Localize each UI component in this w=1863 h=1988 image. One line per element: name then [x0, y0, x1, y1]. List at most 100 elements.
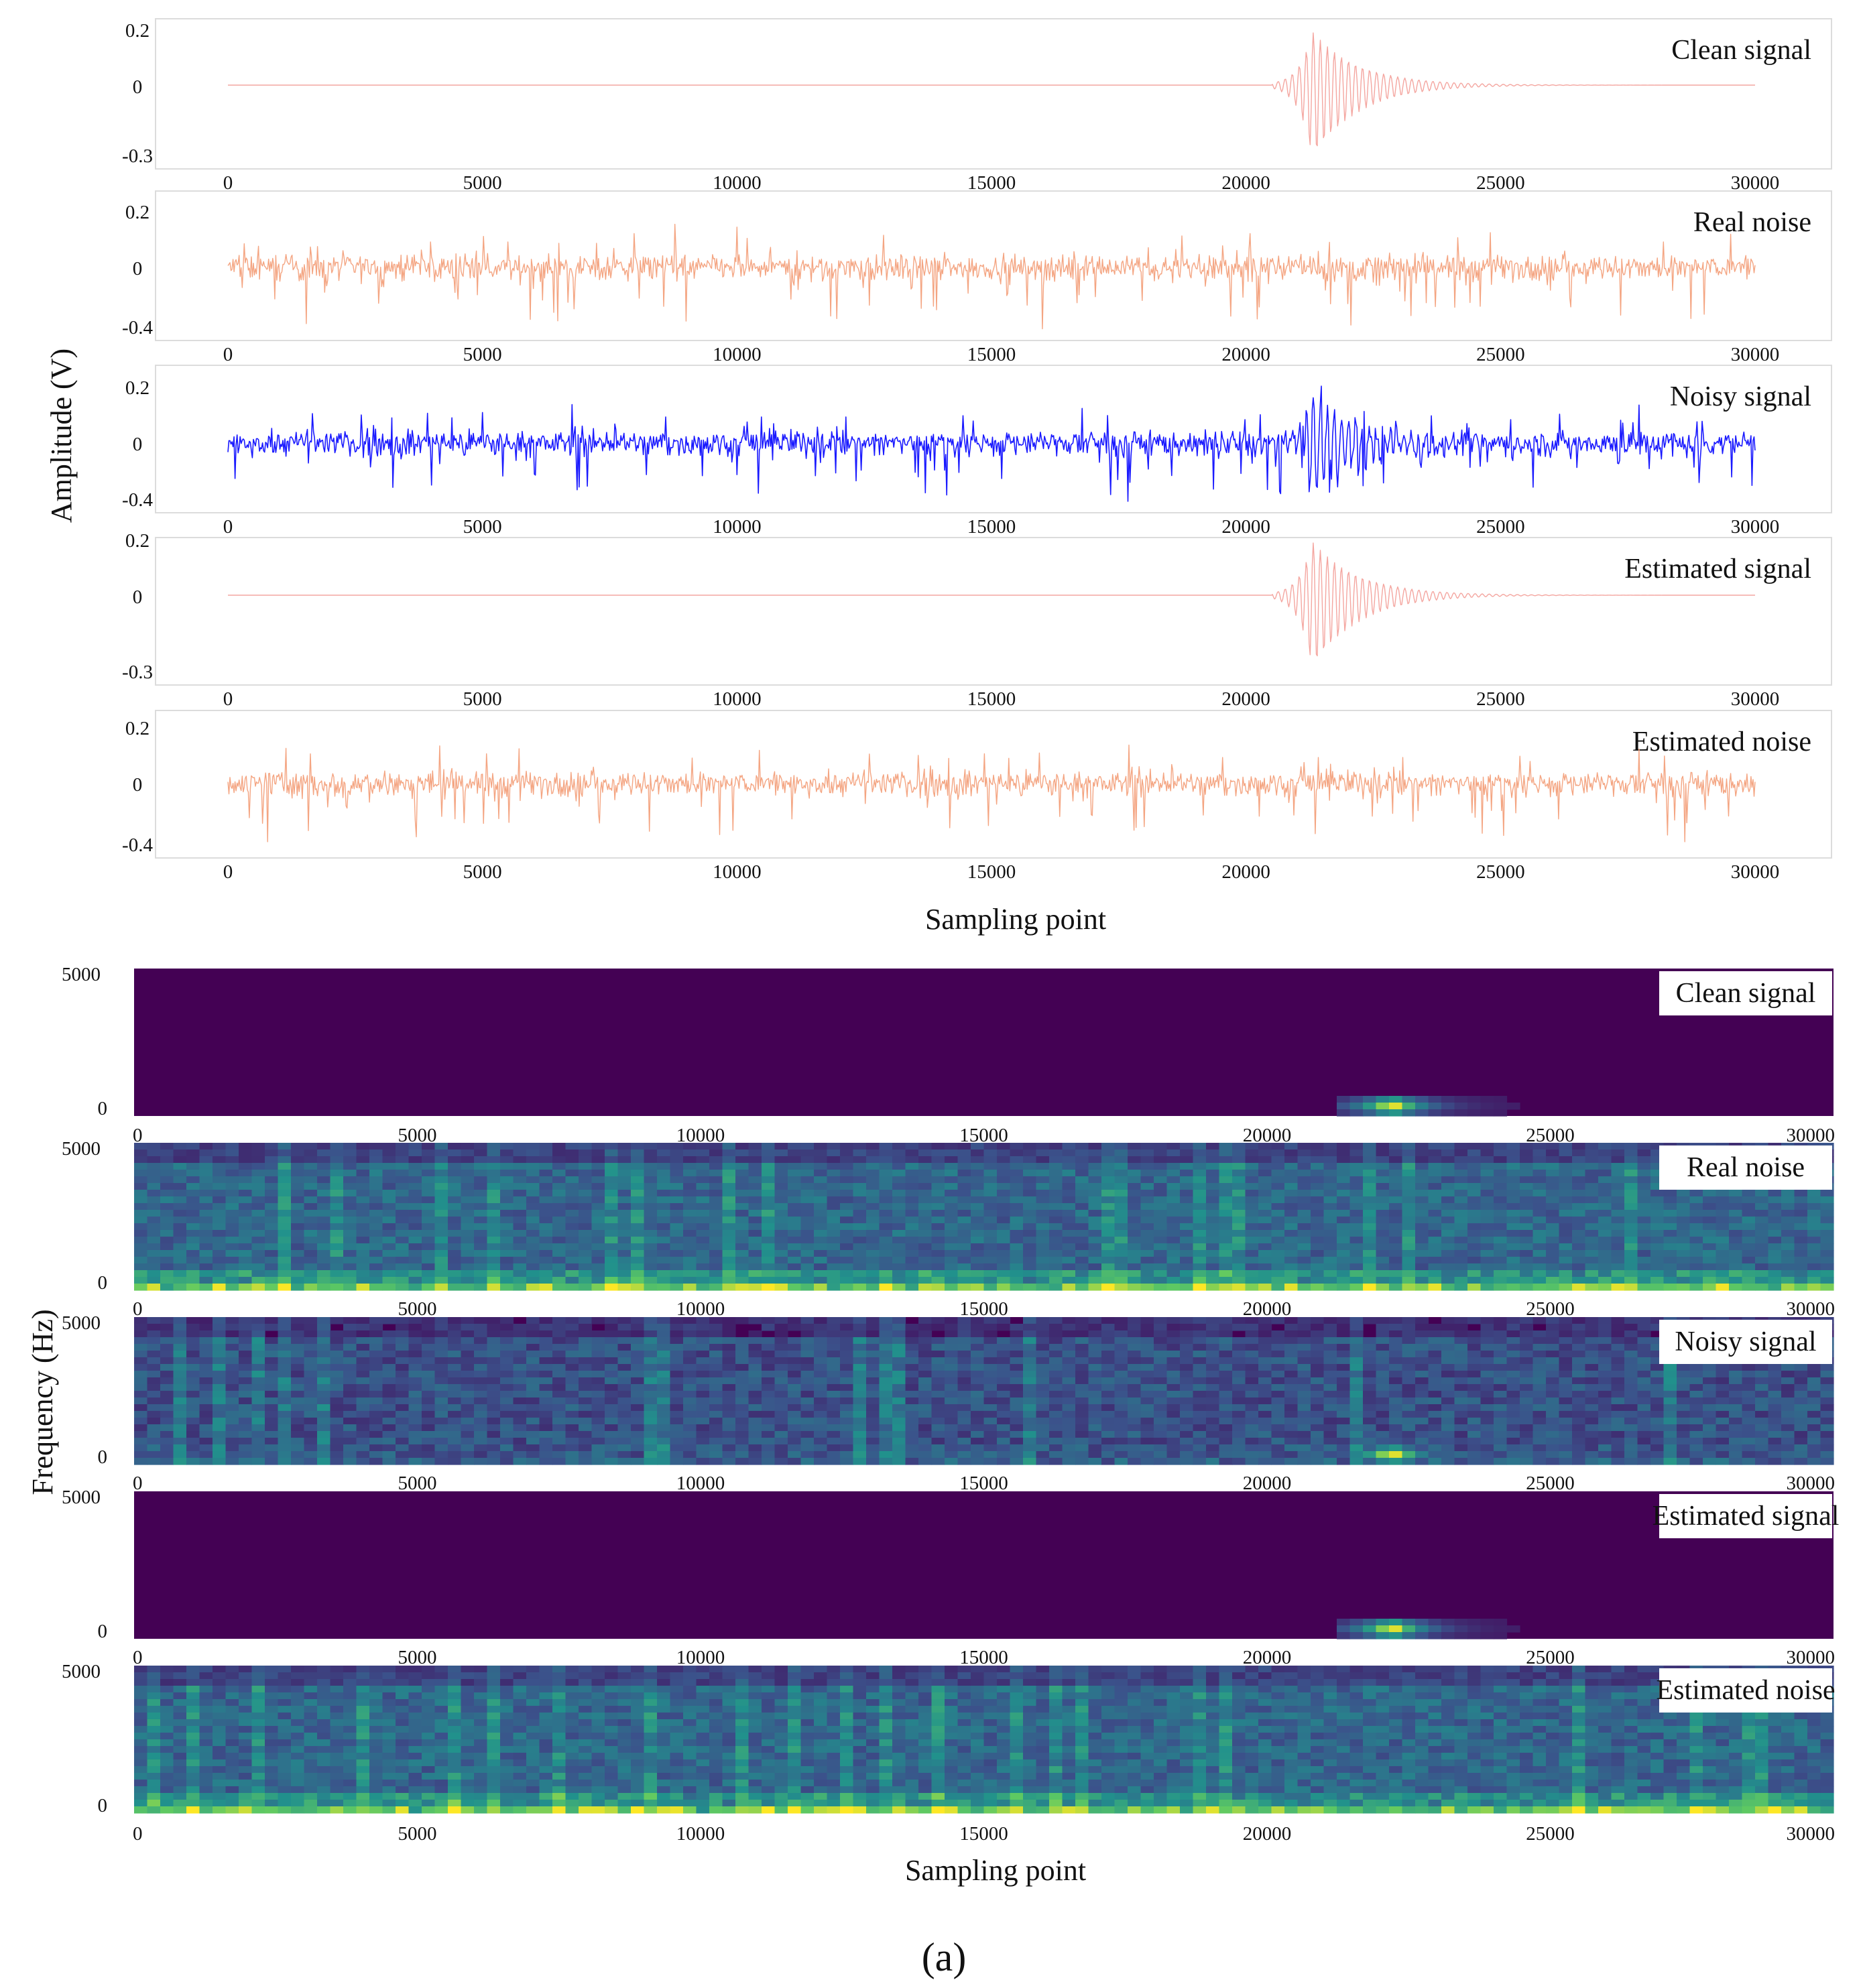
spectrogram-cell: [1180, 1210, 1194, 1217]
spectrogram-cell: [1245, 1183, 1259, 1190]
spectrogram-cell: [1428, 1203, 1442, 1210]
spectrogram-cell: [265, 1411, 279, 1418]
spectrogram-cell: [644, 1263, 658, 1271]
spectrogram-cell: [1180, 1371, 1194, 1378]
spectrogram-cell: [1036, 1431, 1050, 1438]
spectrogram-cell: [670, 1371, 684, 1378]
spectrogram-cell: [356, 1257, 370, 1264]
spectrogram-cell: [971, 1364, 985, 1371]
spectrogram-cell: [1049, 1444, 1063, 1452]
spectrogram-cell: [239, 1337, 253, 1345]
spectrogram-cell: [1140, 1444, 1154, 1452]
spectrogram-cell: [251, 1458, 265, 1465]
spectrogram-cell: [160, 1404, 174, 1412]
spectrogram-cell: [1467, 1170, 1482, 1177]
spectrogram-cell: [644, 1431, 658, 1438]
spectrogram-cell: [657, 1250, 671, 1257]
x-tick-label: 25000: [1476, 172, 1525, 194]
spectrogram-cell: [539, 1431, 553, 1438]
spectrogram-cell: [722, 1344, 736, 1351]
spectrogram-cell: [291, 1170, 305, 1177]
spectrogram-cell: [892, 1411, 906, 1418]
spectrogram-cell: [617, 1163, 632, 1170]
spectrogram-cell: [1062, 1250, 1076, 1257]
spectrogram-cell: [591, 1237, 605, 1244]
spectrogram-cell: [1075, 1170, 1089, 1177]
spectrogram-cell: [1807, 1217, 1821, 1224]
spectrogram-cell: [735, 1223, 749, 1231]
spectrogram-cell: [762, 1203, 776, 1210]
spectrogram-cell: [1389, 1263, 1403, 1271]
spectrogram-cell: [304, 1424, 318, 1432]
spectrogram-cell: [853, 1351, 867, 1358]
spectrogram-cell: [278, 1183, 292, 1190]
spectrogram-cell: [892, 1183, 906, 1190]
spectrogram-cell: [1245, 1163, 1259, 1170]
spectrogram-cell: [422, 1284, 436, 1291]
spectrogram-cell: [1140, 1317, 1154, 1324]
spectrogram-cell: [579, 1418, 593, 1425]
spectrogram-cell: [1193, 1337, 1207, 1345]
spectrogram-cell: [1101, 1243, 1116, 1251]
spectrogram-cell: [879, 1196, 893, 1204]
spectrogram-cell: [579, 1371, 593, 1378]
spectrogram-cell: [657, 1391, 671, 1398]
spectrogram-cell: [1166, 1243, 1181, 1251]
spectrogram-cell: [983, 1397, 998, 1405]
spectrogram-cell: [434, 1404, 448, 1412]
x-tick-label: 10000: [676, 1298, 725, 1320]
spectrogram-cell: [1010, 1223, 1024, 1231]
spectrogram-cell: [461, 1170, 475, 1177]
spectrogram-cell: [396, 1190, 410, 1197]
spectrogram-cell: [840, 1384, 854, 1391]
spectrogram-cell: [918, 1357, 933, 1365]
spectrogram-cell: [1154, 1203, 1168, 1210]
spectrogram-cell: [605, 1156, 619, 1164]
spectrogram-cell: [173, 1230, 187, 1237]
spectrogram-cell: [1820, 1203, 1834, 1210]
spectrogram-cell: [1128, 1364, 1142, 1371]
spectrogram-cell: [1533, 1170, 1547, 1177]
spectrogram-cell: [827, 1371, 841, 1378]
spectrogram-cell: [1245, 1397, 1259, 1405]
spectrogram-cell: [474, 1377, 488, 1385]
spectrogram-cell: [1689, 1263, 1703, 1271]
spectrogram-cell: [931, 1404, 945, 1412]
spectrogram-cell: [1193, 1371, 1207, 1378]
y-tick-label: 5000: [62, 964, 101, 985]
spectrogram-cell: [539, 1451, 553, 1458]
spectrogram-cell: [1219, 1183, 1233, 1190]
spectrogram-cell: [1062, 1210, 1076, 1217]
spectrogram-cell: [1154, 1431, 1168, 1438]
spectrogram-cell: [617, 1270, 632, 1278]
spectrogram-cell: [840, 1250, 854, 1257]
spectrogram-cell: [774, 1230, 788, 1237]
spectrogram-cell: [565, 1183, 579, 1190]
spectrogram-cell: [1049, 1230, 1063, 1237]
spectrogram-cell: [1297, 1357, 1311, 1365]
x-tick-label: 5000: [463, 172, 502, 194]
spectrogram-cell: [1768, 1196, 1782, 1204]
spectrogram-cell: [1467, 1103, 1482, 1110]
spectrogram-cell: [1546, 1176, 1560, 1184]
spectrogram-cell: [487, 1263, 501, 1271]
spectrogram-cell: [239, 1170, 253, 1177]
spectrogram-cell: [1454, 1257, 1468, 1264]
spectrogram-cell: [1337, 1263, 1351, 1271]
spectrogram-cell: [1128, 1150, 1142, 1157]
spectrogram-cell: [1376, 1183, 1390, 1190]
spectrogram-cell: [748, 1397, 762, 1405]
spectrogram-cell: [474, 1431, 488, 1438]
spectrogram-cell: [134, 1237, 148, 1244]
spectrogram-cell: [1049, 1451, 1063, 1458]
spectrogram-cell: [1650, 1243, 1665, 1251]
spectrogram-cell: [1624, 1257, 1638, 1264]
x-tick-label: 20000: [1221, 172, 1270, 194]
spectrogram-cell: [814, 1451, 828, 1458]
spectrogram-cell: [199, 1223, 213, 1231]
spectrogram-cell: [1075, 1156, 1089, 1164]
spectrogram-cell: [434, 1217, 448, 1224]
spectrogram-cell: [1520, 1230, 1534, 1237]
spectrogram-cell: [487, 1458, 501, 1465]
